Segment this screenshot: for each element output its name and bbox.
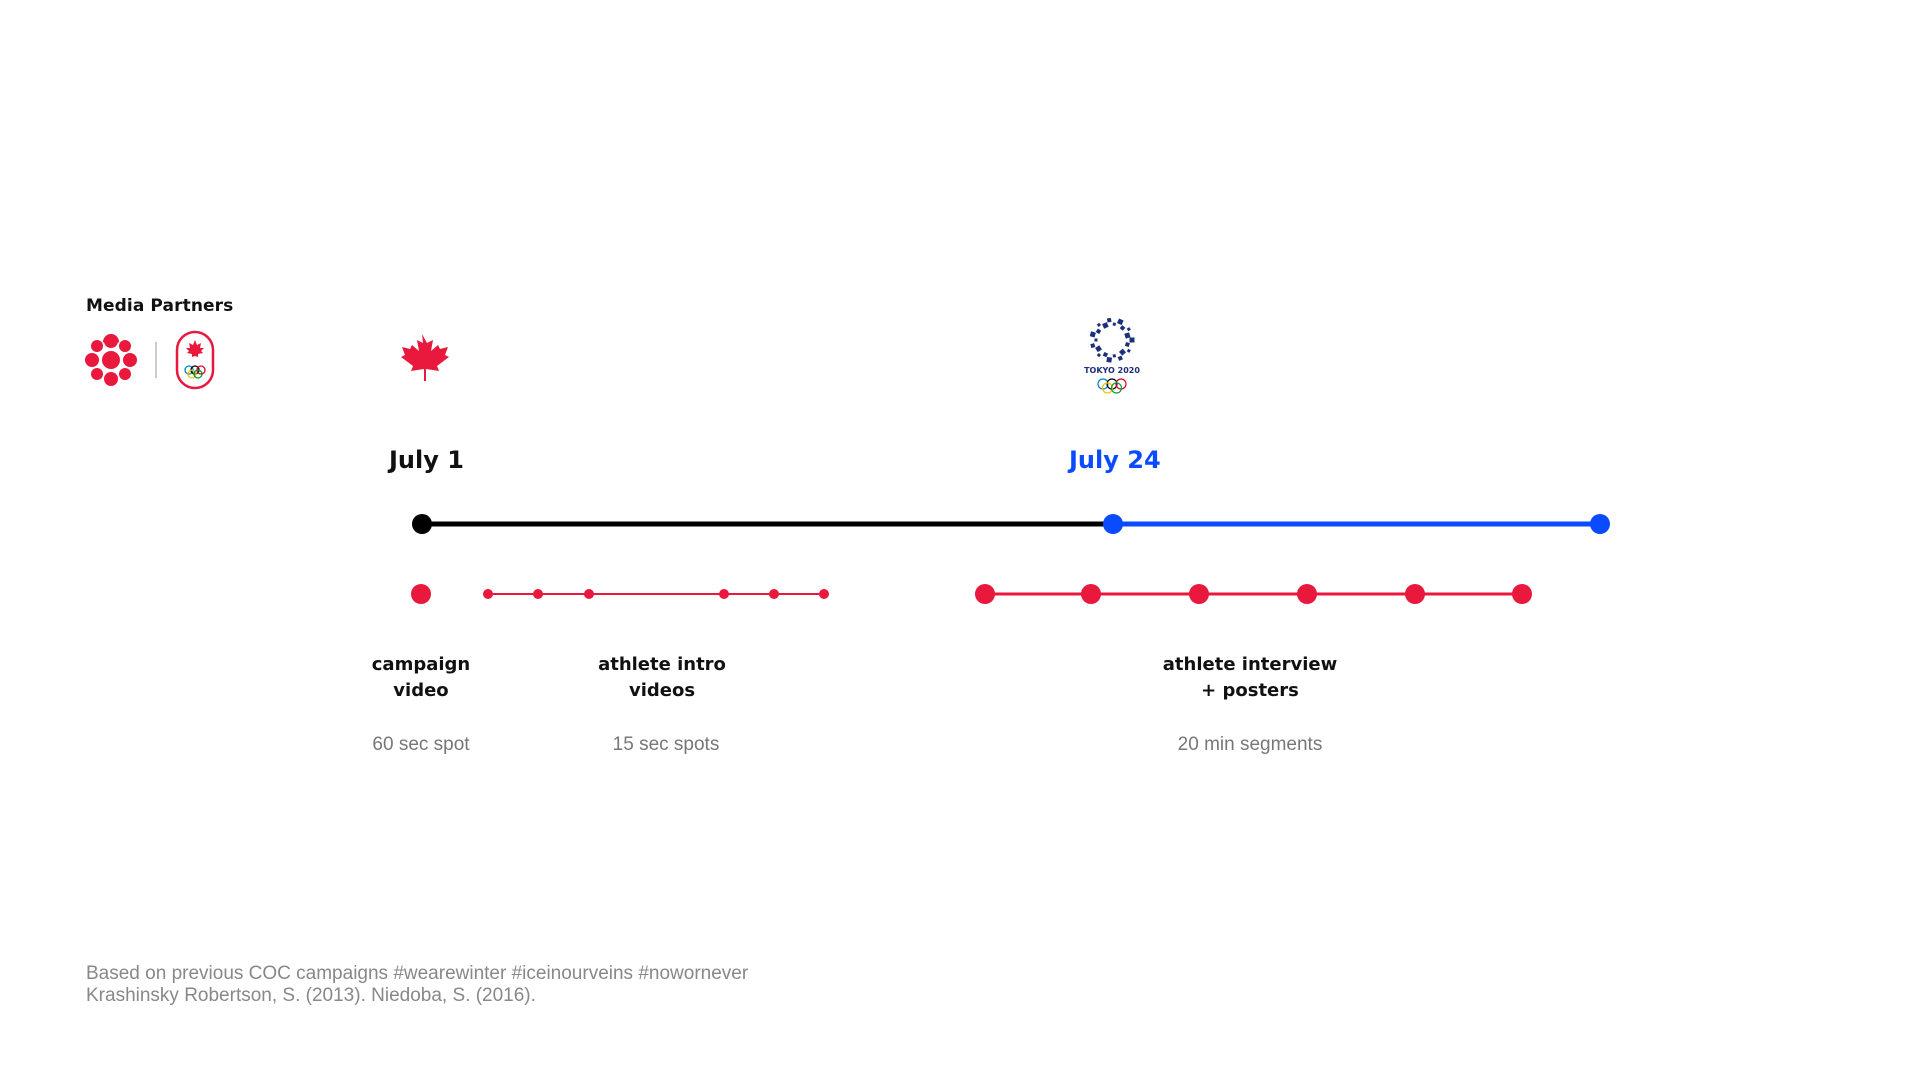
activity-point bbox=[1512, 584, 1532, 604]
activity-point bbox=[411, 584, 431, 604]
timeline-games-node bbox=[1103, 514, 1123, 534]
activity-point bbox=[819, 589, 829, 599]
activity-point bbox=[769, 589, 779, 599]
tokyo-emblem-check bbox=[1096, 322, 1102, 328]
tokyo-emblem-check bbox=[1119, 325, 1126, 331]
activity-point bbox=[1405, 584, 1425, 604]
athlete-interview-detail: 20 min segments bbox=[1177, 734, 1323, 755]
tokyo-emblem-check bbox=[1112, 322, 1116, 326]
timeline-start-node bbox=[412, 514, 432, 534]
athlete-intro-detail: 15 sec spots bbox=[612, 734, 720, 755]
tokyo-2020-logo: TOKYO 2020 bbox=[1084, 317, 1140, 394]
footnote-line-2: Krashinsky Robertson, S. (2013). Niedoba… bbox=[86, 985, 536, 1006]
start-date-label: July 1 bbox=[389, 446, 464, 474]
tokyo-emblem-check bbox=[1112, 354, 1116, 358]
activity-point bbox=[719, 589, 729, 599]
activity-point bbox=[975, 584, 995, 604]
athlete-intro-title: athlete intro videos bbox=[598, 652, 726, 704]
activity-campaign-video-track bbox=[411, 584, 431, 604]
tokyo-2020-logo-text: TOKYO 2020 bbox=[1084, 366, 1140, 375]
tokyo-emblem-check bbox=[1124, 342, 1130, 347]
tokyo-emblem-check bbox=[1102, 322, 1109, 329]
activity-point bbox=[533, 589, 543, 599]
activity-point bbox=[1081, 584, 1101, 604]
activity-athlete-interview-track bbox=[975, 584, 1532, 604]
activity-point bbox=[1189, 584, 1209, 604]
tokyo-emblem-check bbox=[1089, 331, 1096, 338]
title-line: + posters bbox=[1201, 680, 1299, 701]
tokyo-emblem-check bbox=[1094, 338, 1098, 342]
title-line: videos bbox=[628, 680, 696, 701]
tokyo-emblem-check bbox=[1118, 348, 1127, 356]
cbc-gem-logo bbox=[85, 334, 137, 386]
tokyo-emblem-check bbox=[1116, 318, 1124, 326]
campaign-video-detail: 60 sec spot bbox=[372, 734, 470, 755]
tokyo-emblem-check bbox=[1126, 327, 1131, 332]
tokyo-emblem-check bbox=[1106, 356, 1113, 363]
tokyo-emblem-check bbox=[1126, 348, 1131, 353]
tokyo-emblem-check bbox=[1106, 317, 1112, 323]
activity-point bbox=[1297, 584, 1317, 604]
team-canada-olympic-logo bbox=[175, 330, 215, 390]
media-partners-heading: Media Partners bbox=[86, 296, 234, 316]
maple-leaf-icon bbox=[401, 334, 449, 381]
title-line: athlete intro bbox=[598, 654, 726, 675]
tokyo-emblem-check bbox=[1095, 345, 1102, 353]
tokyo-emblem-check bbox=[1096, 352, 1102, 358]
activity-athlete-intro-track bbox=[483, 589, 829, 599]
tokyo-emblem-check bbox=[1102, 351, 1109, 358]
footnote-line-1: Based on previous COC campaigns #wearewi… bbox=[86, 963, 749, 984]
games-date-label: July 24 bbox=[1069, 446, 1161, 474]
athlete-interview-title: athlete interview + posters bbox=[1163, 652, 1337, 704]
timeline-end-node bbox=[1590, 514, 1610, 534]
tokyo-emblem-check bbox=[1124, 332, 1131, 339]
title-line: campaign bbox=[371, 654, 471, 675]
title-line: athlete interview bbox=[1162, 654, 1338, 675]
tokyo-emblem-check bbox=[1117, 355, 1123, 361]
activity-point bbox=[584, 589, 594, 599]
activity-point bbox=[483, 589, 493, 599]
tokyo-emblem-check bbox=[1095, 328, 1102, 335]
campaign-video-title: campaign video bbox=[372, 652, 470, 704]
title-line: video bbox=[393, 680, 449, 701]
tokyo-emblem-check bbox=[1090, 343, 1096, 349]
tokyo-emblem-check bbox=[1129, 337, 1135, 343]
